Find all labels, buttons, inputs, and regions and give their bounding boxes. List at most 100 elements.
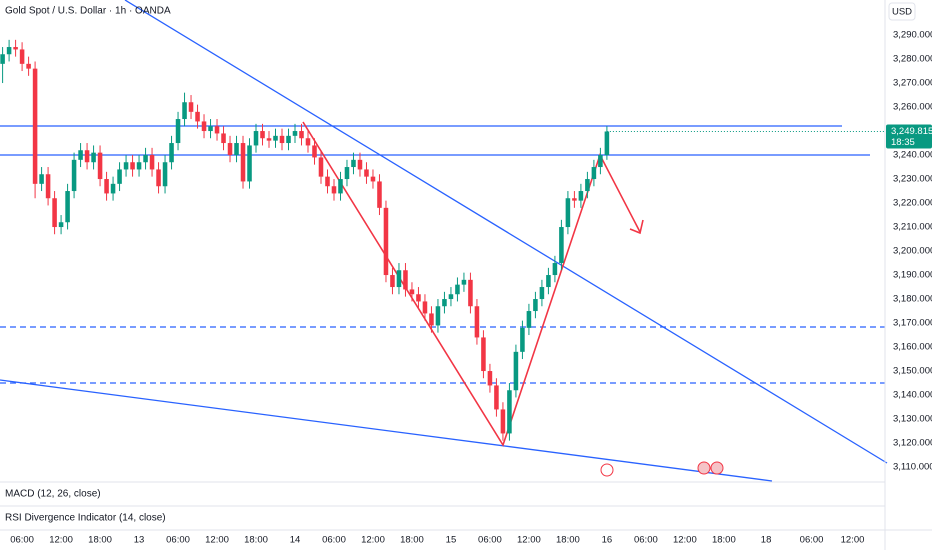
chart-title: Gold Spot / U.S. Dollar · 1h · OANDA	[5, 6, 171, 17]
candle-body	[409, 289, 415, 295]
x-tick-label: 15	[446, 535, 457, 546]
candle-body	[13, 47, 18, 50]
candle-body	[65, 191, 70, 223]
y-tick-label: 3,210.000	[893, 222, 932, 233]
candle-body	[156, 169, 161, 187]
candle-body	[305, 138, 311, 146]
candle-body	[110, 183, 116, 194]
candle-body	[598, 155, 603, 168]
candle-body	[19, 49, 25, 64]
x-tick-label: 06:00	[800, 535, 824, 546]
last-price-label: 3,249.815	[891, 126, 932, 137]
x-tick-label: 12:00	[673, 535, 697, 546]
x-tick-label: 12:00	[841, 535, 865, 546]
candle-body	[572, 198, 577, 201]
event-icon[interactable]	[697, 461, 711, 475]
candle-body	[78, 150, 83, 160]
candle-body	[292, 131, 298, 136]
indicator-label: MACD (12, 26, close)	[5, 489, 101, 500]
candle-body	[604, 131, 610, 156]
y-tick-label: 3,280.000	[893, 54, 932, 65]
x-tick-label: 14	[290, 535, 301, 546]
countdown: 18:35	[891, 137, 915, 148]
candle-body	[526, 311, 532, 328]
x-tick-label: 18:00	[244, 535, 268, 546]
candle-body	[247, 145, 252, 182]
y-tick-label: 3,160.000	[893, 342, 932, 353]
candle-body	[39, 174, 44, 184]
event-icons	[600, 461, 724, 477]
x-tick-label: 18:00	[400, 535, 424, 546]
candle-body	[91, 152, 96, 163]
candle-body	[182, 102, 187, 120]
candle-body	[494, 385, 499, 410]
candle-body	[364, 169, 369, 177]
candle-body	[221, 133, 226, 144]
x-tick-label: 06:00	[322, 535, 346, 546]
y-tick-label: 3,230.000	[893, 174, 932, 185]
candle-body	[585, 179, 590, 192]
candle-body	[312, 145, 317, 158]
candle-body	[357, 159, 363, 170]
candle-body	[520, 327, 525, 352]
y-tick-label: 3,240.000	[893, 150, 932, 161]
candle-body	[351, 159, 356, 168]
y-tick-label: 3,290.000	[893, 30, 932, 41]
candle-body	[331, 186, 337, 194]
x-tick-label: 06:00	[166, 535, 190, 546]
candle-body	[565, 198, 571, 228]
candle-body	[136, 162, 142, 170]
candle-body	[201, 121, 207, 132]
candle-body	[435, 306, 441, 326]
candle-body	[396, 270, 402, 288]
drawings	[0, 0, 888, 482]
x-tick-label: 06:00	[634, 535, 658, 546]
candle-body	[117, 169, 122, 184]
candle-body	[533, 299, 538, 312]
candle-body	[58, 222, 64, 228]
candle-body	[338, 179, 343, 194]
candle-body	[377, 181, 382, 208]
candle-body	[448, 294, 454, 300]
candle-body	[325, 176, 330, 187]
x-tick-label: 12:00	[361, 535, 385, 546]
candle-body	[539, 287, 545, 300]
x-tick-label: 18:00	[88, 535, 112, 546]
last-price-tag	[886, 124, 932, 149]
candle-body	[591, 167, 597, 180]
candle-body	[104, 179, 109, 194]
candle-body	[143, 155, 148, 163]
currency-box[interactable]	[888, 2, 916, 21]
candle-body	[45, 174, 51, 199]
candle-body	[403, 270, 408, 290]
x-tick-label: 18	[761, 535, 772, 546]
y-tick-label: 3,150.000	[893, 366, 932, 377]
event-icon[interactable]	[710, 461, 724, 475]
candle-body	[240, 143, 246, 182]
x-tick-label: 12:00	[517, 535, 541, 546]
candle-body	[84, 150, 90, 163]
candle-body	[208, 126, 213, 132]
candle-body	[266, 138, 272, 141]
candle-body	[188, 102, 194, 112]
candle-body	[6, 47, 12, 55]
trend-line	[0, 379, 773, 482]
candle-body	[416, 294, 421, 302]
candle-body	[455, 284, 460, 295]
candle-body	[234, 143, 239, 156]
event-icon[interactable]	[600, 463, 614, 477]
y-tick-label: 3,110.000	[893, 462, 932, 473]
candle-body	[273, 135, 278, 141]
candle-body	[578, 191, 584, 201]
candle-body	[149, 155, 155, 170]
y-tick-label: 3,220.000	[893, 198, 932, 209]
candle-body	[175, 119, 181, 144]
x-tick-label: 06:00	[10, 535, 34, 546]
candle-body	[97, 152, 103, 180]
candle-body	[32, 68, 38, 184]
arrow-head	[629, 219, 644, 235]
candle-body	[344, 167, 350, 180]
candle-body	[130, 162, 135, 170]
candle-body	[442, 299, 447, 307]
